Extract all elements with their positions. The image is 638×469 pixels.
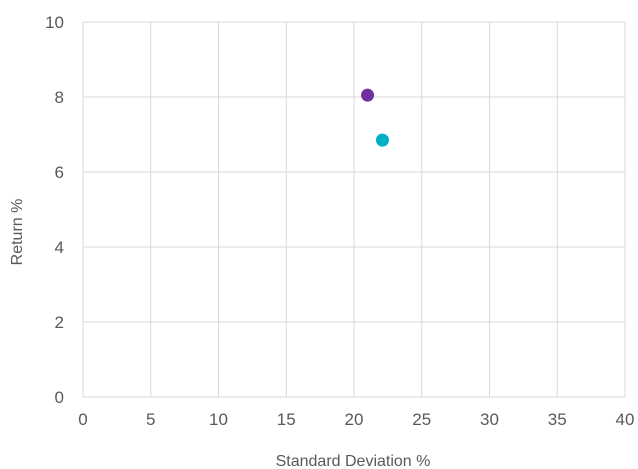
data-point [375, 133, 389, 147]
x-axis-title: Standard Deviation % [276, 453, 431, 469]
x-tick-label: 0 [78, 410, 87, 429]
x-tick-label: 10 [209, 410, 228, 429]
y-tick-label: 8 [55, 88, 64, 107]
y-tick-label: 6 [55, 163, 64, 182]
y-tick-label: 10 [45, 13, 64, 32]
tick-labels: 0 5 10 15 20 25 30 35 40 0 2 4 6 8 10 [45, 13, 634, 429]
grid [82, 21, 626, 398]
y-tick-label: 2 [55, 313, 64, 332]
x-tick-label: 40 [616, 410, 635, 429]
data-points [361, 88, 389, 147]
x-tick-label: 5 [146, 410, 155, 429]
y-tick-label: 0 [55, 388, 64, 407]
data-point [361, 88, 375, 102]
y-tick-label: 4 [55, 238, 64, 257]
y-axis-title: Return % [9, 199, 26, 266]
x-tick-label: 35 [548, 410, 567, 429]
x-tick-label: 25 [412, 410, 431, 429]
x-tick-label: 15 [277, 410, 296, 429]
x-tick-label: 20 [345, 410, 364, 429]
x-tick-label: 30 [480, 410, 499, 429]
